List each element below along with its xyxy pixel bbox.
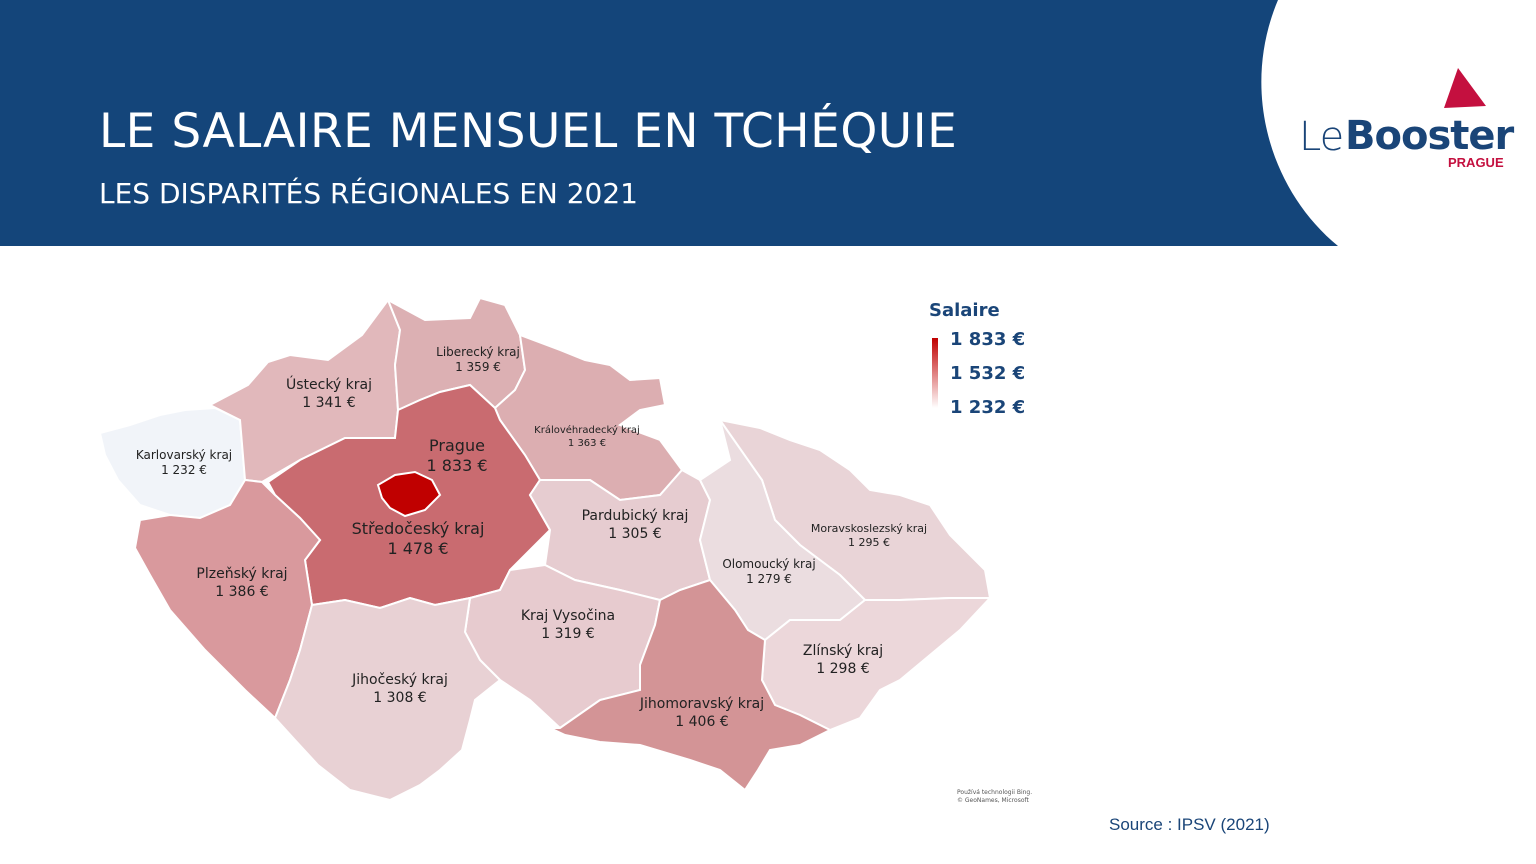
label-stredocesky: Středočeský kraj 1 478 €	[352, 519, 485, 559]
legend-title: Salaire	[929, 300, 1000, 321]
pardubicky-value: 1 305 €	[608, 525, 662, 542]
label-jihocesky: Jihočeský kraj 1 308 €	[352, 672, 448, 707]
logo-triangle-icon	[1444, 68, 1486, 108]
kralovehradecky-value: 1 363 €	[567, 437, 607, 449]
ustecky-value: 1 341 €	[302, 394, 356, 411]
label-moravskoslezsky: Moravskoslezský kraj 1 295 €	[811, 522, 927, 550]
label-liberecky: Liberecký kraj 1 359 €	[436, 345, 520, 375]
legend-min: 1 232 €	[950, 397, 1026, 418]
legend-mid: 1 532 €	[950, 363, 1026, 384]
zlinsky-value: 1 298 €	[816, 660, 870, 677]
legend-max: 1 833 €	[950, 329, 1026, 350]
olomoucky-name: Olomoucký kraj	[722, 557, 816, 571]
label-pardubicky: Pardubický kraj 1 305 €	[582, 508, 689, 543]
logo-city: PRAGUE	[1448, 155, 1504, 170]
page-title: LE SALAIRE MENSUEL EN TCHÉQUIE	[99, 104, 958, 159]
label-kralovehradecky: Královéhradecký kraj 1 363 €	[534, 425, 640, 450]
liberecky-name: Liberecký kraj	[436, 345, 520, 359]
source-note: Source : IPSV (2021)	[1109, 815, 1270, 834]
vysocina-name: Kraj Vysočina	[520, 608, 616, 624]
attribution-line2: © GeoNames, Microsoft	[957, 796, 1029, 804]
region-prague[interactable]	[376, 470, 442, 518]
jihocesky-value: 1 308 €	[373, 689, 427, 706]
stredocesky-name: Středočeský kraj	[351, 519, 485, 538]
karlovarsky-value: 1 232 €	[161, 463, 207, 477]
liberecky-value: 1 359 €	[455, 360, 501, 374]
page-subtitle: LES DISPARITÉS RÉGIONALES EN 2021	[99, 177, 638, 210]
kralovehradecky-name: Královéhradecký kraj	[534, 425, 640, 436]
karlovarsky-name: Karlovarský kraj	[135, 448, 233, 462]
label-ustecky: Ústecký kraj 1 341 €	[286, 377, 372, 412]
czech-map	[98, 296, 993, 802]
label-prague: Prague 1 833 €	[426, 436, 487, 476]
header-background	[0, 0, 1338, 246]
label-olomoucky: Olomoucký kraj 1 279 €	[722, 557, 815, 587]
olomoucky-value: 1 279 €	[746, 572, 792, 586]
map-attribution: Používá technologii Bing. © GeoNames, Mi…	[957, 789, 1032, 805]
vysocina-value: 1 319 €	[541, 625, 595, 642]
jihomoravsky-value: 1 406 €	[675, 713, 729, 730]
ustecky-name: Ústecký kraj	[285, 377, 373, 393]
logo-booster: Booster	[1345, 113, 1514, 159]
header-banner	[0, 0, 1536, 246]
label-zlinsky: Zlínský kraj 1 298 €	[803, 643, 883, 678]
region-jihomoravsky[interactable]	[549, 578, 833, 792]
pardubicky-name: Pardubický kraj	[581, 508, 689, 524]
plzensky-name: Plzeňský kraj	[196, 566, 288, 582]
region-jihocesky[interactable]	[273, 596, 502, 802]
moravskoslezsky-value: 1 295 €	[847, 535, 890, 549]
attribution-line1: Používá technologii Bing.	[957, 789, 1033, 796]
jihocesky-name: Jihočeský kraj	[352, 672, 448, 688]
prague-name: Prague	[429, 436, 485, 455]
jihomoravsky-name: Jihomoravský kraj	[639, 696, 765, 712]
plzensky-value: 1 386 €	[215, 583, 269, 600]
label-karlovarsky: Karlovarský kraj 1 232 €	[136, 448, 232, 478]
logo-le: Le	[1299, 114, 1344, 160]
label-vysocina: Kraj Vysočina 1 319 €	[521, 608, 615, 643]
stredocesky-value: 1 478 €	[387, 539, 449, 558]
legend-gradient	[932, 338, 938, 408]
label-plzensky: Plzeňský kraj 1 386 €	[196, 566, 287, 601]
zlinsky-name: Zlínský kraj	[802, 643, 884, 659]
prague-value: 1 833 €	[426, 456, 488, 475]
moravskoslezsky-name: Moravskoslezský kraj	[810, 522, 928, 535]
label-jihomoravsky: Jihomoravský kraj 1 406 €	[640, 696, 764, 731]
region-plzensky[interactable]	[133, 478, 322, 720]
